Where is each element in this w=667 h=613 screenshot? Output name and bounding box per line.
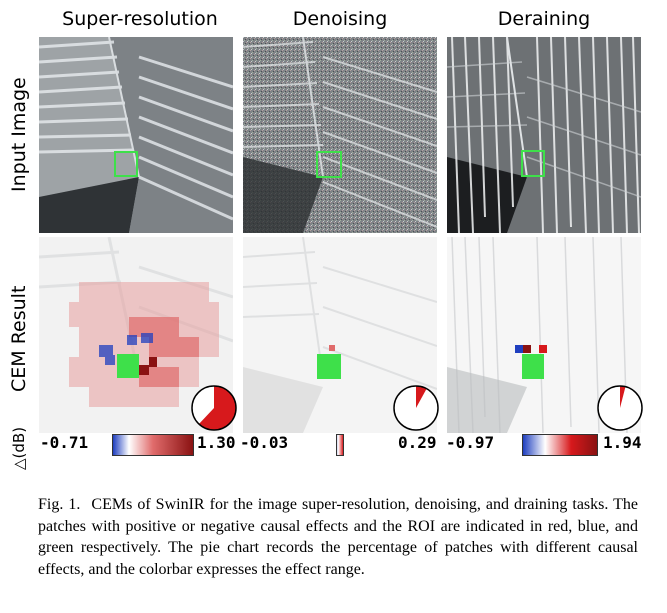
pie-chart-deraining <box>597 385 643 431</box>
row-label-cem-result: CEM Result <box>8 285 30 392</box>
figure-caption: Fig. 1. CEMs of SwinIR for the image sup… <box>38 494 638 580</box>
input-image-denoising <box>243 37 437 233</box>
caption-text: CEMs of SwinIR for the image super-resol… <box>38 496 639 578</box>
colorbar-super-resolution <box>112 434 194 456</box>
caption-prefix: Fig. 1. <box>38 496 81 513</box>
row-label-input-image: Input Image <box>8 77 30 192</box>
colorbar-denoising <box>336 434 344 456</box>
colorbar-max-deraining: 1.94 <box>603 433 642 452</box>
column-title-super-resolution: Super-resolution <box>62 8 218 30</box>
pie-slice-positive <box>198 386 236 430</box>
column-title-denoising: Denoising <box>292 8 388 30</box>
pie-slice-positive <box>620 386 626 408</box>
cem-result-super-resolution <box>39 237 233 433</box>
pie-chart-super-resolution <box>191 385 237 431</box>
colorbar-max-super-resolution: 1.30 <box>197 433 236 452</box>
input-image-deraining <box>447 37 641 233</box>
pie-chart-denoising <box>393 385 439 431</box>
pie-slice-positive <box>416 386 427 408</box>
delta-db-label: △(dB) <box>10 426 28 470</box>
colorbar-min-denoising: -0.03 <box>240 433 289 452</box>
colorbar-min-super-resolution: -0.71 <box>40 433 89 452</box>
colorbar-min-deraining: -0.97 <box>446 433 495 452</box>
column-title-deraining: Deraining <box>497 8 591 30</box>
colorbar-deraining <box>522 434 598 456</box>
input-image-super-resolution <box>39 37 233 233</box>
colorbar-max-denoising: 0.29 <box>398 433 437 452</box>
